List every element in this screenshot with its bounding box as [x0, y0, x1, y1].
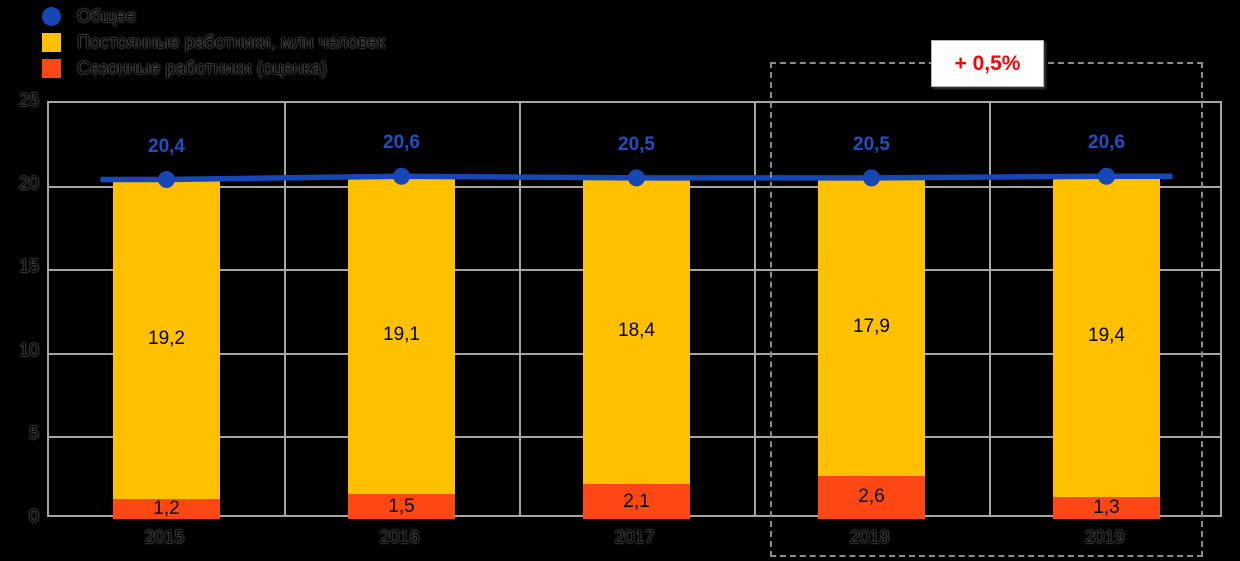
- bar-value-label: 17,9: [853, 315, 890, 337]
- y-axis-tick-label: 25: [18, 90, 39, 110]
- legend-circle-marker-icon: [42, 6, 61, 26]
- y-axis-tick-label: 0: [28, 506, 39, 526]
- bar-segment: [818, 475, 925, 519]
- bar-segment: [583, 177, 690, 485]
- bar-value-label: 19,1: [383, 324, 420, 346]
- y-axis-tick-label: 15: [18, 256, 39, 277]
- x-axis-category-label: 2018: [849, 527, 890, 547]
- growth-annotation-text: + 0,5%: [954, 51, 1021, 75]
- legend-item-label: Сезонные работники (оценка): [77, 58, 327, 78]
- bar-value-label: 19,4: [1088, 324, 1125, 346]
- total-line-marker: [158, 171, 175, 189]
- total-value-label: 20,5: [618, 133, 655, 155]
- bar-segment: [348, 176, 455, 495]
- total-value-label: 20,4: [148, 135, 185, 157]
- bar-value-label: 1,3: [1093, 497, 1120, 519]
- v-gridline: [284, 103, 286, 515]
- legend-item: Общее: [42, 6, 385, 26]
- v-gridline: [754, 103, 756, 515]
- total-line-marker: [628, 169, 645, 187]
- total-line-layer: [100, 167, 1173, 189]
- bar-value-label: 2,6: [858, 486, 885, 508]
- y-axis-tick-label: 10: [18, 339, 39, 360]
- total-line-marker: [1098, 167, 1115, 185]
- total-line-marker: [393, 167, 410, 185]
- bar-segment: [583, 484, 690, 519]
- bar-segment: [113, 499, 220, 519]
- legend-item: Сезонные работники (оценка): [42, 58, 385, 78]
- x-axis-category-label: 2015: [144, 527, 185, 547]
- bar-segment: [1053, 174, 1160, 498]
- bar-value-label: 1,5: [388, 495, 415, 517]
- bar-segment: [1053, 497, 1160, 519]
- y-axis-tick-label: 5: [28, 422, 39, 443]
- bar-segment: [113, 179, 220, 500]
- total-line-marker: [863, 169, 880, 187]
- plot-area: 1,2 19,2 1,5 19,1 2,1 18,4 2,6 17,9 1,3 19,4 20,4…: [47, 101, 1222, 520]
- legend-square-marker-icon: [42, 58, 61, 78]
- bar-value-label: 19,2: [148, 328, 185, 350]
- total-value-label: 20,6: [383, 132, 420, 154]
- x-axis-category-label: 2019: [1084, 527, 1125, 547]
- legend: Общее Постоянные работники, млн человек Се…: [42, 6, 385, 84]
- total-value-label: 20,6: [1088, 132, 1125, 154]
- legend-item-label: Постоянные работники, млн человек: [77, 32, 386, 52]
- bar-segment: [348, 494, 455, 519]
- legend-square-marker-icon: [42, 32, 61, 52]
- y-axis-tick-label: 20: [18, 173, 39, 194]
- x-axis-category-label: 2017: [614, 527, 655, 547]
- bar-value-label: 18,4: [618, 319, 655, 341]
- x-axis-category-label: 2016: [379, 527, 420, 547]
- total-value-label: 20,5: [853, 133, 890, 155]
- v-gridline: [989, 103, 991, 515]
- bar-value-label: 1,2: [153, 498, 180, 520]
- growth-annotation-box: + 0,5%: [931, 40, 1044, 87]
- v-gridline: [519, 103, 521, 515]
- legend-item: Постоянные работники, млн человек: [42, 32, 385, 52]
- legend-item-label: Общее: [77, 6, 136, 26]
- bar-value-label: 2,1: [623, 490, 650, 512]
- bar-segment: [818, 177, 925, 476]
